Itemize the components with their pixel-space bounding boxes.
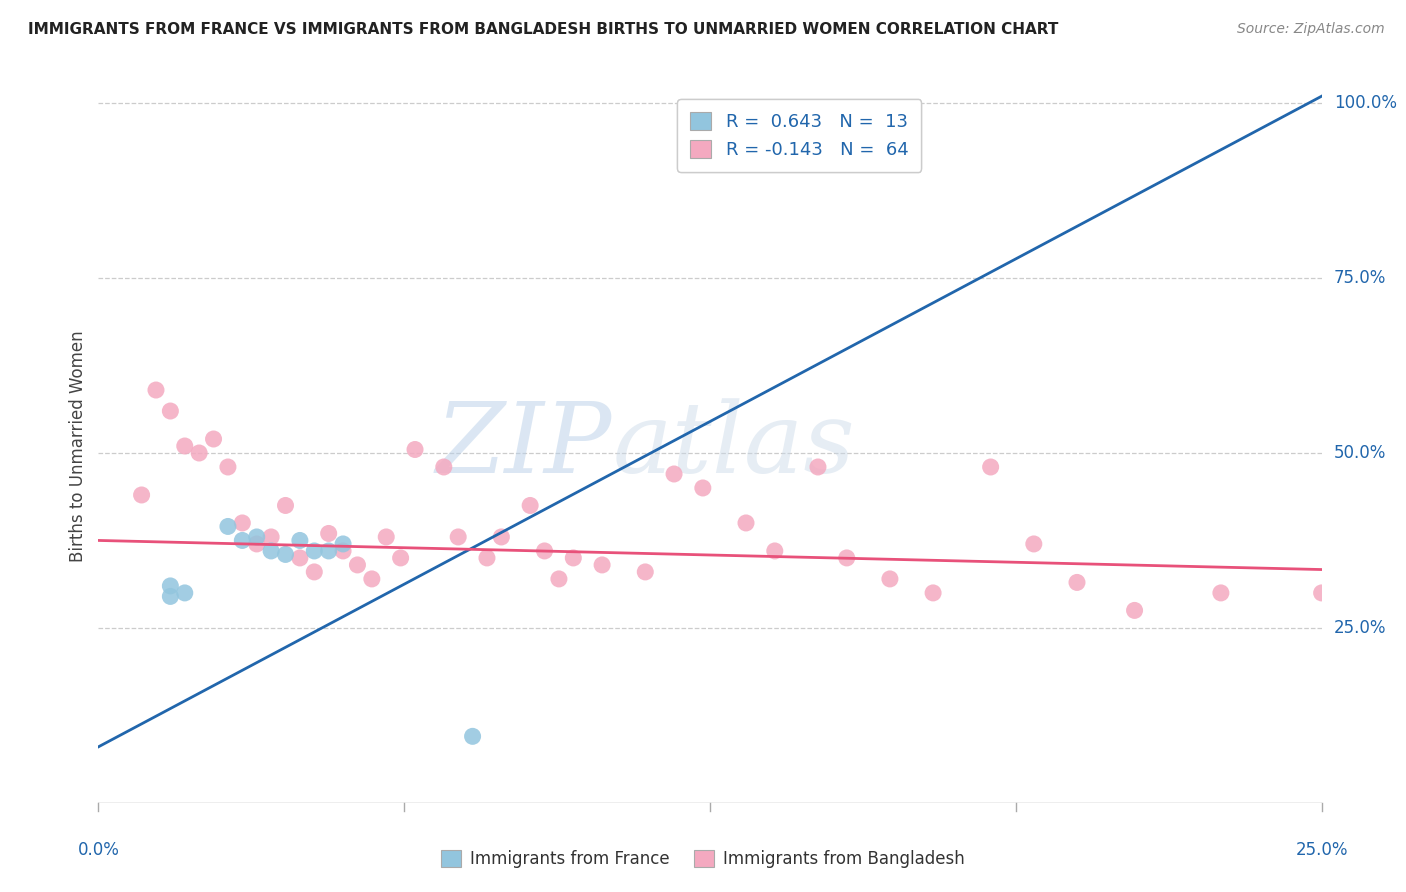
Point xyxy=(389,550,412,565)
Point xyxy=(274,499,297,513)
Point xyxy=(1209,586,1232,600)
Text: ZIP: ZIP xyxy=(436,399,612,493)
Point xyxy=(1066,575,1088,590)
Point xyxy=(634,565,657,579)
Point xyxy=(217,460,239,475)
Point xyxy=(533,544,555,558)
Point xyxy=(735,516,758,530)
Point xyxy=(231,516,253,530)
Point xyxy=(447,530,470,544)
Point xyxy=(404,442,426,457)
Point xyxy=(346,558,368,572)
Point xyxy=(159,404,181,418)
Point xyxy=(1022,537,1045,551)
Point xyxy=(475,550,498,565)
Text: 25.0%: 25.0% xyxy=(1334,619,1386,637)
Point xyxy=(548,572,571,586)
Text: Source: ZipAtlas.com: Source: ZipAtlas.com xyxy=(1237,22,1385,37)
Point xyxy=(131,488,153,502)
Point xyxy=(332,544,354,558)
Point xyxy=(145,383,167,397)
Y-axis label: Births to Unmarried Women: Births to Unmarried Women xyxy=(69,330,87,562)
Point xyxy=(662,467,685,481)
Point xyxy=(202,432,225,446)
Point xyxy=(562,550,585,565)
Point xyxy=(159,579,181,593)
Point xyxy=(318,544,340,558)
Point xyxy=(591,558,613,572)
Point xyxy=(980,460,1002,475)
Point xyxy=(1123,603,1146,617)
Point xyxy=(246,530,269,544)
Point xyxy=(260,544,283,558)
Point xyxy=(173,439,195,453)
Point xyxy=(260,530,283,544)
Point xyxy=(692,481,714,495)
Point xyxy=(879,572,901,586)
Point xyxy=(188,446,211,460)
Text: 0.0%: 0.0% xyxy=(77,841,120,859)
Text: 75.0%: 75.0% xyxy=(1334,269,1386,287)
Text: IMMIGRANTS FROM FRANCE VS IMMIGRANTS FROM BANGLADESH BIRTHS TO UNMARRIED WOMEN C: IMMIGRANTS FROM FRANCE VS IMMIGRANTS FRO… xyxy=(28,22,1059,37)
Point xyxy=(922,586,945,600)
Point xyxy=(332,537,354,551)
Point xyxy=(375,530,398,544)
Point xyxy=(519,499,541,513)
Text: 100.0%: 100.0% xyxy=(1334,95,1398,112)
Point xyxy=(763,544,786,558)
Point xyxy=(173,586,195,600)
Point xyxy=(288,550,311,565)
Point xyxy=(461,729,484,743)
Text: 50.0%: 50.0% xyxy=(1334,444,1386,462)
Point xyxy=(274,548,297,562)
Point xyxy=(288,533,311,548)
Point xyxy=(360,572,382,586)
Legend: R =  0.643   N =  13, R = -0.143   N =  64: R = 0.643 N = 13, R = -0.143 N = 64 xyxy=(678,99,921,172)
Point xyxy=(304,544,326,558)
Point xyxy=(1310,586,1333,600)
Point xyxy=(159,590,181,604)
Point xyxy=(491,530,513,544)
Point xyxy=(318,526,340,541)
Point xyxy=(231,533,253,548)
Legend: Immigrants from France, Immigrants from Bangladesh: Immigrants from France, Immigrants from … xyxy=(434,843,972,875)
Point xyxy=(246,537,269,551)
Text: atlas: atlas xyxy=(612,399,855,493)
Text: 25.0%: 25.0% xyxy=(1295,841,1348,859)
Point xyxy=(217,519,239,533)
Point xyxy=(304,565,326,579)
Point xyxy=(433,460,456,475)
Point xyxy=(807,460,830,475)
Point xyxy=(835,550,858,565)
